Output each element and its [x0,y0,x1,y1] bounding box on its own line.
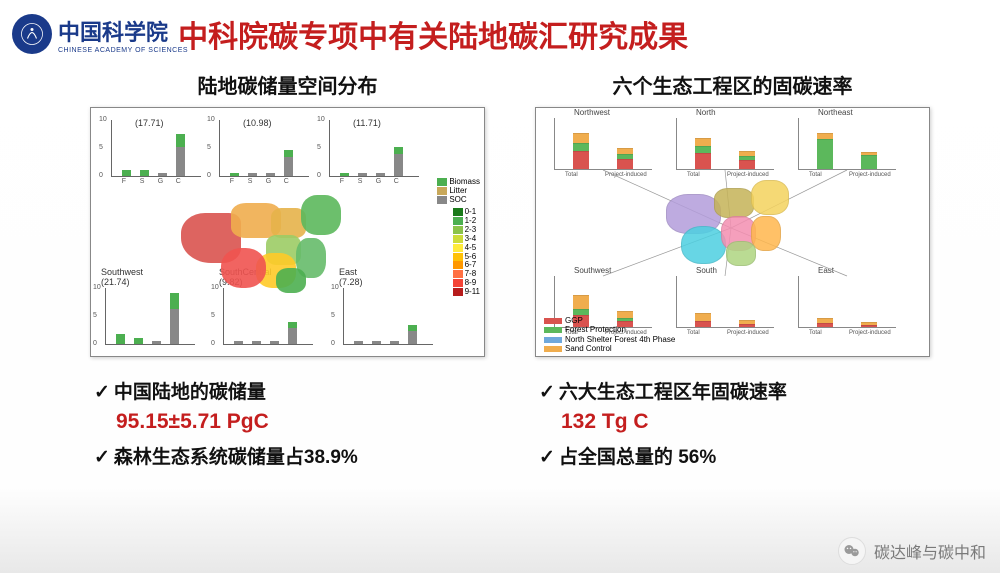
slide-content: 陆地碳储量空间分布 0510FSGC(17.71)0510FSGC(10.98)… [0,60,1000,475]
left-column: 陆地碳储量空间分布 0510FSGC(17.71)0510FSGC(10.98)… [90,70,485,475]
right-column: 六个生态工程区的固碳速率 TotalProject-inducedNorthwe… [535,70,930,475]
slide-title: 中科院碳专项中有关陆地碳汇研究成果 [178,12,988,56]
right-value: 132 Tg C [561,410,930,434]
channel-name: 碳达峰与碳中和 [874,539,986,563]
right-bullet-1: ✓六大生态工程区年固碳速率 [539,377,930,404]
right-subtitle: 六个生态工程区的固碳速率 [535,70,930,99]
cas-seal-icon [12,14,52,54]
left-value: 95.15±5.71 PgC [116,410,485,434]
right-figure: TotalProject-inducedNorthwestTotalProjec… [535,107,930,357]
slide-header: 中国科学院 CHINESE ACADEMY OF SCIENCES 中科院碳专项… [0,0,1000,60]
slide-footer: 碳达峰与碳中和 [838,537,986,565]
right-bullets: ✓六大生态工程区年固碳速率 132 Tg C ✓占全国总量的 56% [535,377,930,475]
org-logo: 中国科学院 CHINESE ACADEMY OF SCIENCES [12,14,188,54]
wechat-icon [838,537,866,565]
left-bullet-2: ✓森林生态系统碳储量占38.9% [94,442,485,469]
left-bullet-1: ✓中国陆地的碳储量 [94,377,485,404]
org-name-en: CHINESE ACADEMY OF SCIENCES [58,47,188,54]
right-bullet-2: ✓占全国总量的 56% [539,442,930,469]
left-subtitle: 陆地碳储量空间分布 [90,70,485,99]
org-name-cn: 中国科学院 [58,15,188,47]
left-figure: 0510FSGC(17.71)0510FSGC(10.98)0510FSGC(1… [90,107,485,357]
left-bullets: ✓中国陆地的碳储量 95.15±5.71 PgC ✓森林生态系统碳储量占38.9… [90,377,485,475]
